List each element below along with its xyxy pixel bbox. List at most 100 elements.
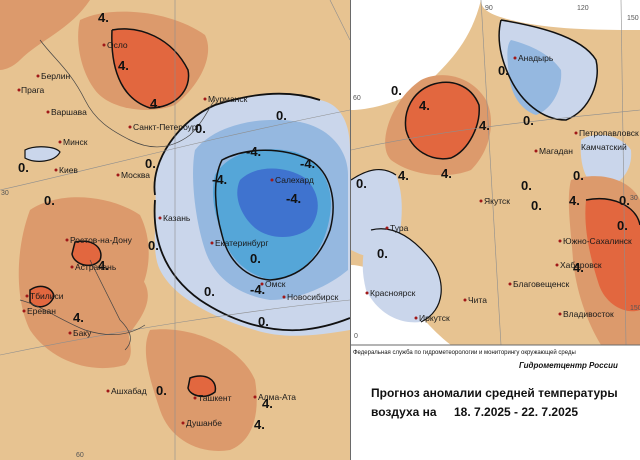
no-data-white-northwest <box>351 0 481 110</box>
iso-label: 0. <box>156 383 167 398</box>
coastline-north-europe <box>39 39 216 148</box>
cold-patch-minsk <box>25 146 60 162</box>
iso-label: 0. <box>521 178 532 193</box>
svg-text:Ереван: Ереван <box>27 306 56 316</box>
svg-text:Берлин: Берлин <box>41 71 70 81</box>
city-tura: Тура <box>385 223 409 233</box>
no-data-white-north <box>351 0 640 30</box>
frame-number: 30 <box>1 190 9 197</box>
svg-text:Хабаровск: Хабаровск <box>560 260 602 270</box>
left-city-labels: Осло Берлин Прага Варшава Санкт-Петербур… <box>17 40 339 428</box>
svg-text:Ашхабад: Ашхабад <box>111 386 147 396</box>
svg-text:Ташкент: Ташкент <box>198 393 232 403</box>
coastline-caspian <box>89 259 131 351</box>
city-oslo: Осло <box>102 40 128 50</box>
map-subtitle-prefix: воздуха на <box>371 405 437 419</box>
iso-label: 0. <box>145 156 156 171</box>
iso-label: 0. <box>258 314 269 329</box>
right-isoline-labels: 0. 4. 0. 4. 0. 4. 0. 4. 0. 0. 0. 0. 4. 0… <box>356 63 630 275</box>
frame-number: 120 <box>577 5 589 12</box>
svg-text:Новосибирск: Новосибирск <box>287 292 339 302</box>
strong-warm-scandinavia <box>111 28 189 108</box>
city-minsk: Минск <box>58 137 88 147</box>
svg-text:Тбилиси: Тбилиси <box>30 291 64 301</box>
svg-text:Камчатский: Камчатский <box>581 142 627 152</box>
svg-text:Благовещенск: Благовещенск <box>513 279 570 289</box>
city-petropavlovsk: Петропавловск <box>574 128 639 138</box>
svg-text:Баку: Баку <box>73 328 92 338</box>
city-anadyr: Анадырь <box>513 53 554 63</box>
iso-label: 4. <box>398 168 409 183</box>
frame-number: 0 <box>354 333 358 340</box>
city-novosibirsk: Новосибирск <box>282 292 339 302</box>
iso-label: 0. <box>531 198 542 213</box>
svg-text:Казань: Казань <box>163 213 191 223</box>
city-astrakhan: Астрахань <box>70 262 117 272</box>
cold-deep-core <box>237 168 318 237</box>
city-dushanbe: Душанбе <box>181 418 222 428</box>
meridian-grid-line <box>480 0 502 346</box>
svg-text:Мурманск: Мурманск <box>208 94 248 104</box>
iso-label: 4. <box>254 417 265 432</box>
frame-number: 60 <box>353 95 361 102</box>
city-rostov: Ростов-на-Дону <box>65 235 133 245</box>
iso-label: -4. <box>300 156 315 171</box>
frame-number: 150 <box>630 305 640 312</box>
iso-label: 4. <box>441 166 452 181</box>
warm-patch-west <box>0 0 90 70</box>
right-map-svg: Анадырь Петропавловск Камчатский Магадан… <box>351 0 640 460</box>
iso-label: 0. <box>498 63 509 78</box>
iso-label: -4. <box>250 282 265 297</box>
iso-label: 0. <box>276 108 287 123</box>
iso-label: 0. <box>204 284 215 299</box>
frame-number: 90 <box>485 5 493 12</box>
city-baku: Баку <box>68 328 92 338</box>
svg-text:Магадан: Магадан <box>539 146 573 156</box>
iso-label: -4. <box>286 191 301 206</box>
city-khabarovsk: Хабаровск <box>555 260 602 270</box>
brand-credit: Гидрометцентр России <box>519 361 618 370</box>
meridian-grid-line <box>329 0 350 41</box>
right-map-panel: Анадырь Петропавловск Камчатский Магадан… <box>351 0 640 460</box>
iso-label: 4. <box>150 96 161 111</box>
plus-four-isoline-east <box>585 198 640 226</box>
iso-label: 4. <box>569 193 580 208</box>
warm-strong-sakhalin <box>585 198 640 312</box>
iso-label: -4. <box>212 172 227 187</box>
svg-text:Санкт-Петербург: Санкт-Петербург <box>133 122 200 132</box>
frame-number: 30 <box>630 195 638 202</box>
parallel-grid-line <box>0 109 350 191</box>
svg-text:Минск: Минск <box>63 137 88 147</box>
iso-label: 0. <box>148 238 159 253</box>
city-kyiv: Киев <box>54 165 78 175</box>
iso-label: 0. <box>617 218 628 233</box>
svg-text:Ростов-на-Дону: Ростов-на-Дону <box>70 235 133 245</box>
svg-text:Варшава: Варшава <box>51 107 87 117</box>
meridian-grid-line-east <box>620 0 627 346</box>
svg-text:Екатеринбург: Екатеринбург <box>215 238 268 248</box>
svg-text:Астрахань: Астрахань <box>75 262 117 272</box>
iso-label: 0. <box>250 251 261 266</box>
svg-text:Владивосток: Владивосток <box>563 309 614 319</box>
agency-credit: Федеральная служба по гидрометеорологии … <box>353 349 576 356</box>
minus-four-isoline <box>214 149 334 281</box>
iso-label: 0. <box>377 246 388 261</box>
plus-four-isoline-rostov <box>71 240 102 267</box>
city-prague: Прага <box>17 85 44 95</box>
iso-label: 0. <box>523 113 534 128</box>
city-kazan: Казань <box>158 213 191 223</box>
iso-label: 4. <box>419 98 430 113</box>
svg-text:Омск: Омск <box>265 279 286 289</box>
city-kamchatsky: Камчатский <box>581 142 627 152</box>
zero-isoline-southwest <box>370 228 442 323</box>
iso-label: 4. <box>118 58 129 73</box>
svg-text:Якутск: Якутск <box>484 196 510 206</box>
city-yuzhno-sakhalinsk: Южно-Сахалинск <box>558 236 632 246</box>
left-map-svg: Осло Берлин Прага Варшава Санкт-Петербур… <box>0 0 350 460</box>
svg-text:Красноярск: Красноярск <box>370 288 416 298</box>
city-tbilisi: Тбилиси <box>25 291 64 301</box>
svg-text:Салехард: Салехард <box>275 175 314 185</box>
iso-label: 0. <box>573 168 584 183</box>
iso-label: 0. <box>18 160 29 175</box>
city-yakutsk: Якутск <box>479 196 510 206</box>
